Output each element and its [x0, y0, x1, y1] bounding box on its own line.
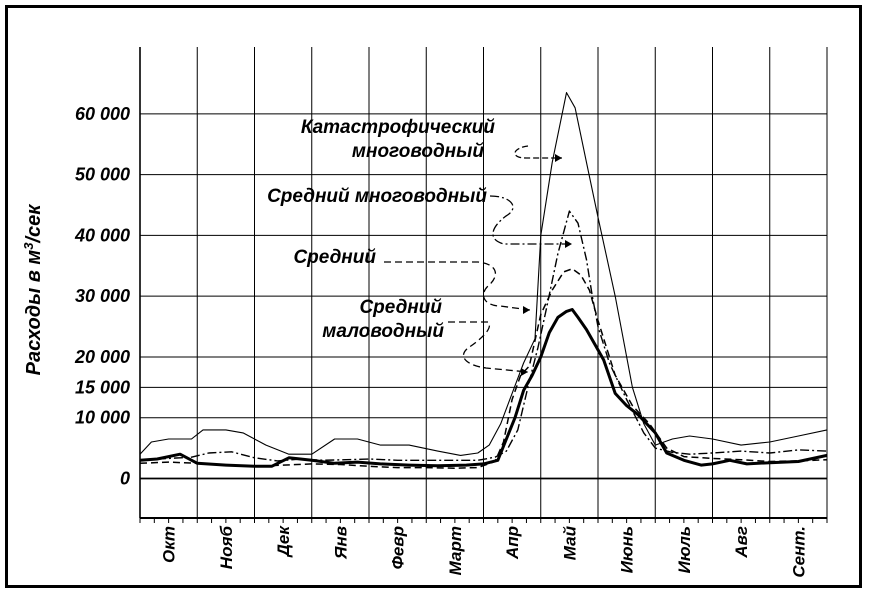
y-tick-label: 0	[120, 468, 130, 488]
y-axis-label-sup: 3	[21, 242, 36, 250]
y-tick-label: 40 000	[74, 225, 130, 245]
y-tick-label: 15 000	[75, 377, 130, 397]
grid	[139, 47, 828, 523]
y-tick-labels: 0 10 000 15 000 20 000 30 000 40 000 50 000 60 …	[74, 104, 130, 489]
x-tick-label: Апр	[503, 526, 522, 560]
y-tick-label: 30 000	[75, 286, 130, 306]
leader-arrowhead	[555, 154, 562, 162]
chart-frame	[5, 5, 862, 588]
x-tick-label: Март	[446, 526, 465, 575]
leader-arrowhead	[523, 306, 530, 314]
leader-line	[384, 261, 531, 311]
x-tick-label: Янв	[331, 526, 350, 560]
y-tick-label: 60 000	[75, 104, 130, 124]
y-axis-label-main: Расходы в м	[23, 250, 45, 376]
y-tick-label: 10 000	[75, 408, 130, 428]
x-tick-label: Май	[560, 525, 579, 560]
x-tick-label: Нояб	[217, 526, 236, 570]
annotations: Катастрофический многоводный Средний много…	[267, 117, 572, 376]
leader-line	[514, 145, 562, 159]
leader-line	[448, 321, 529, 373]
leader-arrowhead	[565, 240, 572, 248]
label-mnogovod: Средний многоводный	[267, 186, 487, 207]
leader-line	[489, 195, 572, 245]
x-tick-label: Дек	[274, 525, 293, 559]
y-axis-label-unit: /сек	[23, 204, 45, 244]
series-line	[139, 308, 828, 468]
series-lines	[139, 92, 828, 469]
x-tick-label: Июнь	[618, 526, 637, 573]
label-sredniy: Средний	[293, 247, 376, 268]
label-katastrof-1: Катастрофический	[301, 117, 495, 138]
y-tick-label: 20 000	[74, 347, 130, 367]
leader-arrowhead	[521, 368, 528, 376]
label-malovod-2: маловодный	[322, 321, 444, 342]
series-line	[139, 268, 828, 469]
x-tick-label: Окт	[160, 526, 179, 563]
series-line	[139, 92, 828, 456]
label-katastrof-2: многоводный	[352, 141, 484, 162]
x-tick-labels: Окт Нояб Дек Янв Февр Март Апр Май Июнь Июль Авг Се…	[160, 525, 809, 578]
x-tick-label: Февр	[389, 526, 408, 569]
x-tick-label: Сент.	[789, 526, 808, 578]
y-axis-label: Расходы в м3/сек	[21, 204, 46, 376]
label-malovod-1: Средний	[359, 297, 442, 318]
y-tick-label: 50 000	[75, 165, 130, 185]
x-tick-label: Июль	[675, 526, 694, 573]
x-tick-label: Авг	[732, 526, 751, 559]
